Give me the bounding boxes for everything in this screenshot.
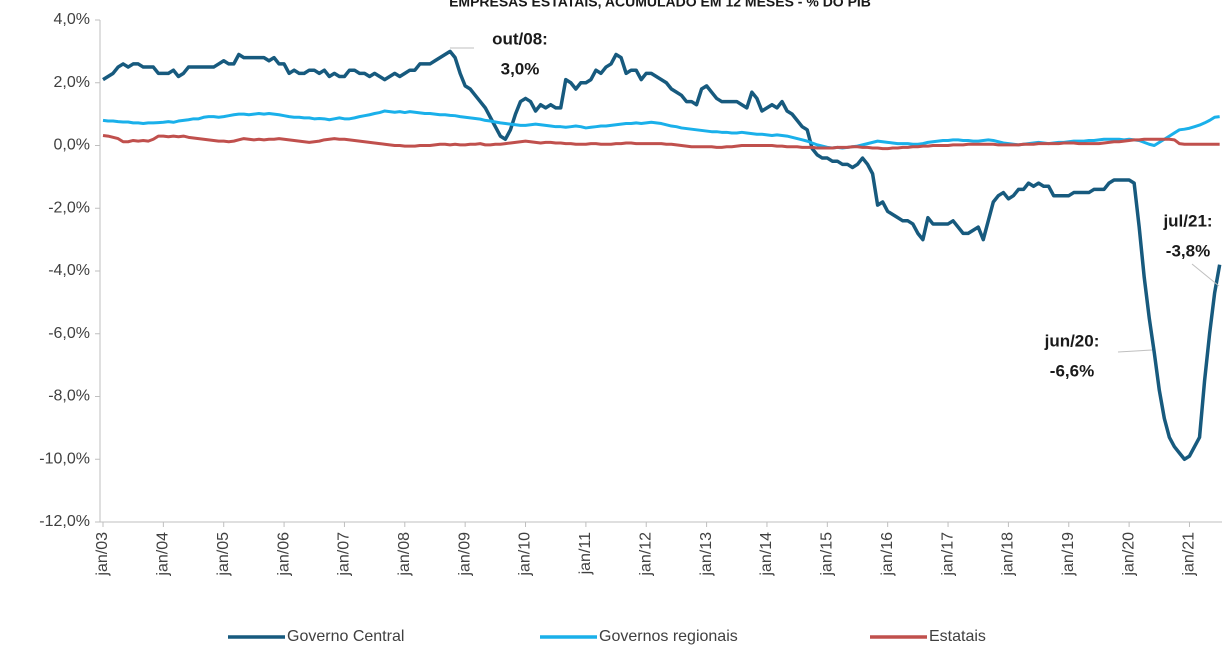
annotation-value: -6,6% xyxy=(1050,361,1094,380)
y-tick-label: 2,0% xyxy=(54,74,90,91)
y-tick-label: 0,0% xyxy=(54,137,90,154)
x-tick-label: jan/06 xyxy=(275,532,292,577)
y-tick-label: 4,0% xyxy=(54,11,90,28)
series-line xyxy=(102,133,1220,151)
y-tick-label: -6,0% xyxy=(48,325,90,342)
x-tick-label: jan/07 xyxy=(336,532,353,577)
x-tick-label: jan/12 xyxy=(637,532,654,577)
x-tick-label: jan/03 xyxy=(94,532,111,577)
x-tick-label: jan/20 xyxy=(1120,532,1137,577)
y-tick-label: -4,0% xyxy=(48,262,90,279)
x-tick-label: jan/09 xyxy=(456,532,473,577)
annotation-leader xyxy=(1191,263,1220,287)
annotation-date: jul/21: xyxy=(1162,211,1212,230)
x-tick-label: jan/10 xyxy=(517,532,534,577)
x-tick-label: jan/05 xyxy=(215,532,232,577)
legend-label: Governos regionais xyxy=(599,628,738,645)
x-tick-label: jan/11 xyxy=(577,532,594,576)
y-tick-label: -12,0% xyxy=(39,513,90,530)
x-tick-label: jan/13 xyxy=(698,532,715,577)
legend-label: Estatais xyxy=(929,628,986,645)
x-tick-label: jan/16 xyxy=(879,532,896,577)
annotation-value: 3,0% xyxy=(501,59,540,78)
legend-label: Governo Central xyxy=(287,628,404,645)
chart-title: EMPRESAS ESTATAIS, ACUMULADO EM 12 MESES… xyxy=(449,0,871,10)
x-tick-label: jan/17 xyxy=(939,532,956,577)
x-tick-label: jan/19 xyxy=(1060,532,1077,577)
x-tick-label: jan/15 xyxy=(819,532,836,577)
y-tick-label: -8,0% xyxy=(48,388,90,405)
x-tick-label: jan/18 xyxy=(1000,532,1017,577)
y-tick-label: -2,0% xyxy=(48,199,90,216)
annotation-leader xyxy=(1117,349,1153,353)
y-tick-label: -10,0% xyxy=(39,450,90,467)
x-tick-label: jan/21 xyxy=(1181,532,1198,577)
x-tick-label: jan/14 xyxy=(758,532,775,577)
x-tick-label: jan/08 xyxy=(396,532,413,577)
x-tick-label: jan/04 xyxy=(155,532,172,577)
series-line xyxy=(102,49,1222,461)
annotation-date: jun/20: xyxy=(1044,331,1100,350)
annotation-value: -3,8% xyxy=(1166,241,1210,260)
annotation-date: out/08: xyxy=(492,29,548,48)
